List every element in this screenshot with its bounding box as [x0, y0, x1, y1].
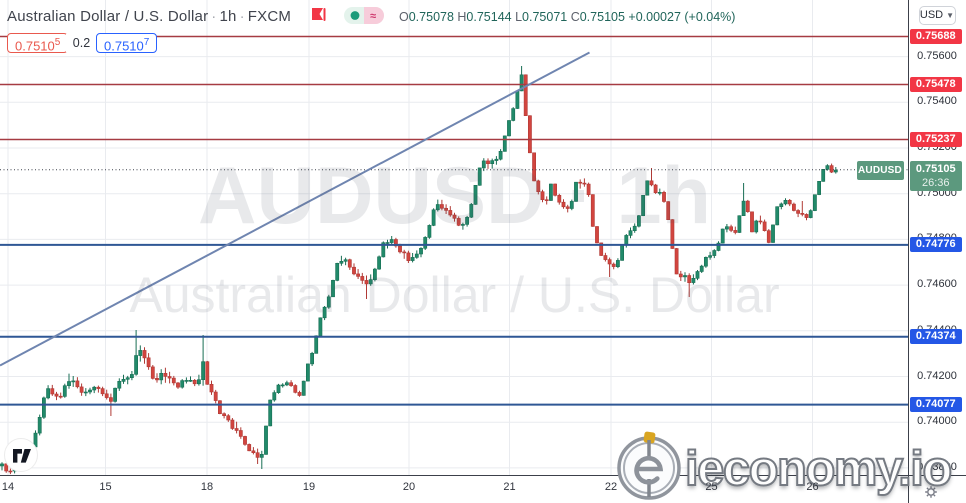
svg-text:≈: ≈: [370, 11, 376, 23]
